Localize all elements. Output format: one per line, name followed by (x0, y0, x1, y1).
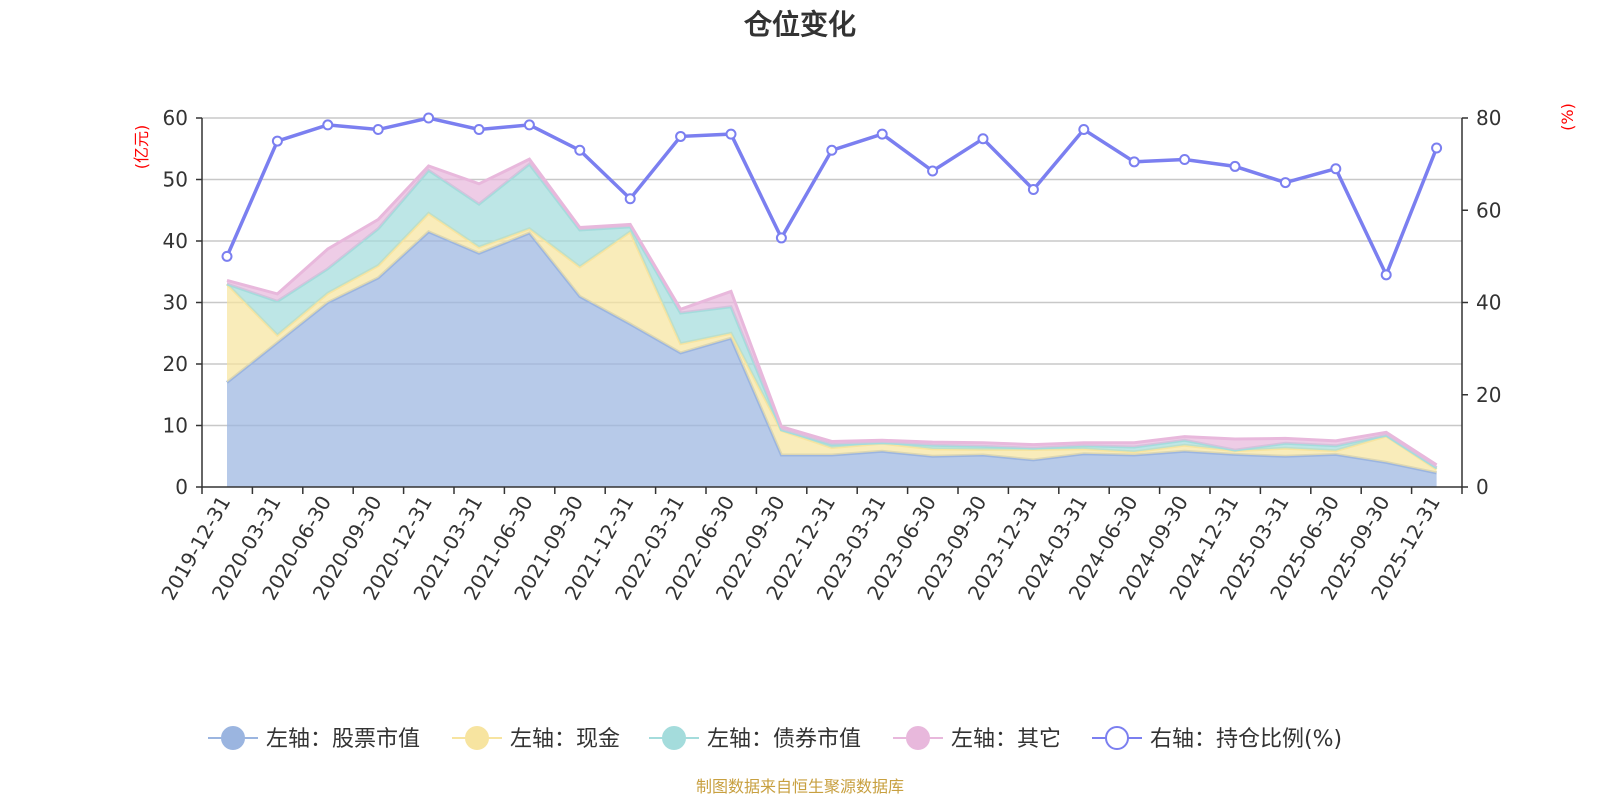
ratio-point (423, 112, 435, 124)
ratio-point (1179, 154, 1191, 166)
ratio-point (322, 119, 334, 131)
ratio-point (725, 128, 737, 140)
ratio-point (1380, 269, 1392, 281)
left-axis-unit: (亿元) (132, 125, 151, 170)
ratio-point (927, 165, 939, 177)
legend-item: 左轴：其它 (893, 726, 1061, 752)
ratio-point (271, 135, 283, 147)
ratio-point (574, 144, 586, 156)
right-tick-label: 0 (1476, 475, 1489, 499)
ratio-point (1431, 142, 1443, 154)
right-axis-unit: (%) (1558, 103, 1577, 131)
right-tick-label: 80 (1476, 106, 1501, 130)
legend-item: 左轴：现金 (452, 726, 620, 752)
ratio-point (675, 130, 687, 142)
ratio-point (372, 124, 384, 136)
ratio-point (826, 144, 838, 156)
legend-marker (1105, 726, 1129, 750)
legend-marker (465, 726, 489, 750)
legend-marker (906, 726, 930, 750)
ratio-point (1279, 177, 1291, 189)
legend-label: 右轴：持仓比例(%) (1150, 727, 1342, 752)
legend-item: 左轴：股票市值 (208, 726, 420, 752)
ratio-point (624, 193, 636, 205)
ratio-point (977, 133, 989, 145)
area-0 (227, 231, 1437, 487)
ratio-point (1330, 163, 1342, 175)
left-tick-label: 30 (163, 291, 188, 315)
legend-marker (662, 726, 686, 750)
right-tick-label: 60 (1476, 198, 1501, 222)
ratio-point (775, 232, 787, 244)
legend-item: 右轴：持仓比例(%) (1092, 726, 1342, 752)
legend-marker (221, 726, 245, 750)
ratio-point (876, 128, 888, 140)
left-tick-label: 60 (163, 106, 188, 130)
legend-item: 左轴：债券市值 (649, 726, 861, 752)
legend: 左轴：股票市值 左轴：现金 左轴：债券市值 左轴：其它 右轴：持仓比例(%) (208, 726, 1342, 752)
right-tick-label: 20 (1476, 383, 1501, 407)
left-tick-label: 40 (163, 229, 188, 253)
ratio-point (221, 250, 233, 262)
left-tick-label: 50 (163, 168, 188, 192)
ratio-point (1229, 160, 1241, 172)
source-note: 制图数据来自恒生聚源数据库 (696, 777, 904, 796)
area-edge-3 (226, 157, 1438, 467)
ratio-line (221, 112, 1443, 281)
left-tick-label: 20 (163, 352, 188, 376)
right-tick-label: 40 (1476, 291, 1501, 315)
legend-label: 左轴：股票市值 (266, 727, 420, 752)
left-tick-label: 10 (163, 414, 188, 438)
stacked-areas (225, 157, 1438, 487)
ratio-point (1027, 183, 1039, 195)
chart-title: 仓位变化 (744, 8, 856, 41)
ratio-point (1078, 124, 1090, 136)
legend-label: 左轴：债券市值 (707, 727, 861, 752)
ratio-point (473, 124, 485, 136)
legend-label: 左轴：其它 (951, 727, 1061, 752)
ratio-point (523, 119, 535, 131)
legend-label: 左轴：现金 (510, 727, 620, 752)
ratio-point (1128, 156, 1140, 168)
left-tick-label: 0 (175, 475, 188, 499)
